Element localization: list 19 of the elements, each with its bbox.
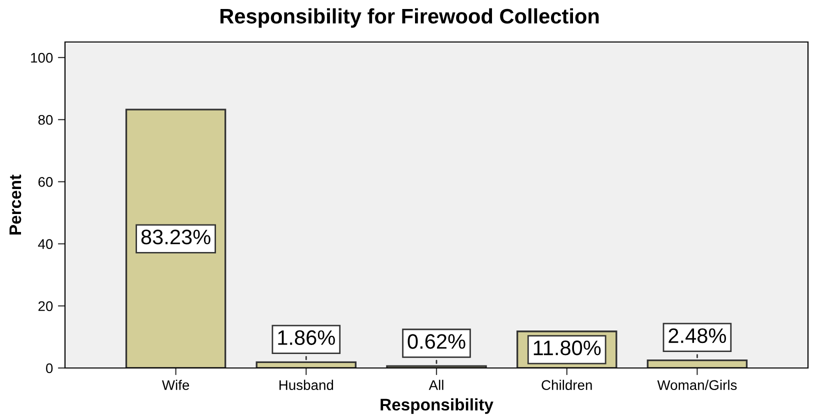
data-label: 83.23% [141,230,210,244]
data-label: 11.80% [534,340,601,356]
y-tick-label: 20 [38,301,53,312]
y-tick-label: 80 [38,114,53,125]
data-label: 0.62% [408,334,466,349]
y-tick-label: 60 [38,177,53,187]
data-label: 2.48% [668,328,726,344]
x-tick-label: Husband [279,380,334,390]
x-tick-label: All [428,380,444,390]
x-tick-label: Woman/Girls [657,380,737,390]
y-tick-label: 100 [31,52,53,63]
y-axis-title: Percent [10,174,22,234]
y-tick-label: 40 [38,239,53,249]
y-tick-label: 0 [46,363,53,374]
x-tick-label: Children [542,380,592,390]
x-tick-label: Wife [162,380,190,390]
chart-title: Responsibility for Firewood Collection [220,8,599,28]
data-label: 1.86% [278,330,335,345]
x-axis-title: Responsibility [380,398,494,414]
